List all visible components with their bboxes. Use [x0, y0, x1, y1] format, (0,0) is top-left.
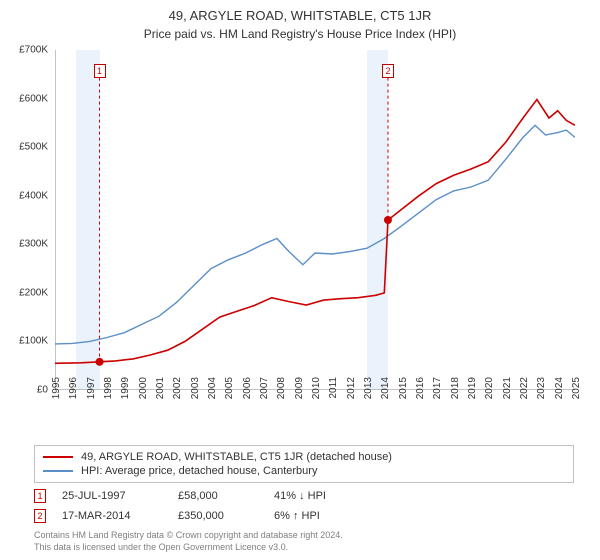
sale-delta: 41% ↓ HPI: [274, 490, 374, 502]
x-tick-label: 1998: [103, 377, 114, 417]
footer-line: This data is licensed under the Open Gov…: [34, 542, 574, 554]
y-axis: £0£100K£200K£300K£400K£500K£600K£700K: [0, 50, 52, 390]
x-tick-label: 2006: [242, 377, 253, 417]
sale-marker-box: 2: [34, 509, 46, 523]
x-tick-label: 2004: [207, 377, 218, 417]
y-tick-label: £500K: [19, 142, 48, 153]
x-tick-label: 2025: [571, 377, 582, 417]
x-tick-label: 2000: [138, 377, 149, 417]
x-tick-label: 2020: [484, 377, 495, 417]
x-tick-label: 2012: [346, 377, 357, 417]
x-tick-label: 2015: [398, 377, 409, 417]
legend-label: 49, ARGYLE ROAD, WHITSTABLE, CT5 1JR (de…: [81, 451, 392, 463]
sale-marker-box: 1: [34, 489, 46, 503]
legend-swatch-red: [43, 456, 73, 458]
y-tick-label: £200K: [19, 287, 48, 298]
legend-item: 49, ARGYLE ROAD, WHITSTABLE, CT5 1JR (de…: [43, 450, 565, 464]
x-tick-label: 2024: [554, 377, 565, 417]
plot-area: 12: [55, 50, 575, 390]
x-tick-label: 2005: [224, 377, 235, 417]
sale-marker-box: 2: [382, 64, 394, 78]
sale-marker-box: 1: [94, 64, 106, 78]
x-tick-label: 2013: [363, 377, 374, 417]
sale-row: 1 25-JUL-1997 £58,000 41% ↓ HPI: [34, 486, 574, 506]
x-tick-label: 2001: [155, 377, 166, 417]
page-title: 49, ARGYLE ROAD, WHITSTABLE, CT5 1JR: [0, 0, 600, 23]
x-tick-label: 1999: [120, 377, 131, 417]
x-tick-label: 2011: [328, 377, 339, 417]
sale-price: £58,000: [178, 490, 258, 502]
x-tick-label: 2016: [415, 377, 426, 417]
sale-delta: 6% ↑ HPI: [274, 510, 374, 522]
x-tick-label: 2021: [502, 377, 513, 417]
x-tick-label: 2019: [467, 377, 478, 417]
y-tick-label: £300K: [19, 239, 48, 250]
x-tick-label: 2014: [380, 377, 391, 417]
x-tick-label: 2010: [311, 377, 322, 417]
y-tick-label: £400K: [19, 190, 48, 201]
x-tick-label: 2009: [294, 377, 305, 417]
plot-svg: [55, 50, 575, 390]
price-paid-line: [55, 100, 575, 364]
sales-table: 1 25-JUL-1997 £58,000 41% ↓ HPI 2 17-MAR…: [34, 486, 574, 526]
sale-date: 25-JUL-1997: [62, 490, 162, 502]
y-tick-label: £700K: [19, 45, 48, 56]
x-tick-label: 2018: [450, 377, 461, 417]
x-tick-label: 1996: [68, 377, 79, 417]
x-tick-label: 2002: [172, 377, 183, 417]
legend-swatch-blue: [43, 470, 73, 472]
y-tick-label: £600K: [19, 93, 48, 104]
sale-marker-dot: [96, 358, 104, 366]
x-tick-label: 2022: [519, 377, 530, 417]
footer: Contains HM Land Registry data © Crown c…: [34, 530, 574, 553]
y-tick-label: £100K: [19, 336, 48, 347]
x-axis: 1995199619971998199920002001200220032004…: [55, 395, 575, 445]
legend-label: HPI: Average price, detached house, Cant…: [81, 465, 317, 477]
x-tick-label: 2008: [276, 377, 287, 417]
x-tick-label: 1995: [51, 377, 62, 417]
legend-item: HPI: Average price, detached house, Cant…: [43, 464, 565, 478]
x-tick-label: 2007: [259, 377, 270, 417]
sale-date: 17-MAR-2014: [62, 510, 162, 522]
chart-container: 49, ARGYLE ROAD, WHITSTABLE, CT5 1JR Pri…: [0, 0, 600, 560]
sale-marker-dot: [384, 216, 392, 224]
x-tick-label: 1997: [86, 377, 97, 417]
x-tick-label: 2023: [536, 377, 547, 417]
page-subtitle: Price paid vs. HM Land Registry's House …: [0, 23, 600, 41]
hpi-line: [55, 125, 575, 344]
y-tick-label: £0: [37, 385, 48, 396]
legend: 49, ARGYLE ROAD, WHITSTABLE, CT5 1JR (de…: [34, 445, 574, 483]
x-tick-label: 2003: [190, 377, 201, 417]
footer-line: Contains HM Land Registry data © Crown c…: [34, 530, 574, 542]
x-tick-label: 2017: [432, 377, 443, 417]
sale-row: 2 17-MAR-2014 £350,000 6% ↑ HPI: [34, 506, 574, 526]
sale-price: £350,000: [178, 510, 258, 522]
